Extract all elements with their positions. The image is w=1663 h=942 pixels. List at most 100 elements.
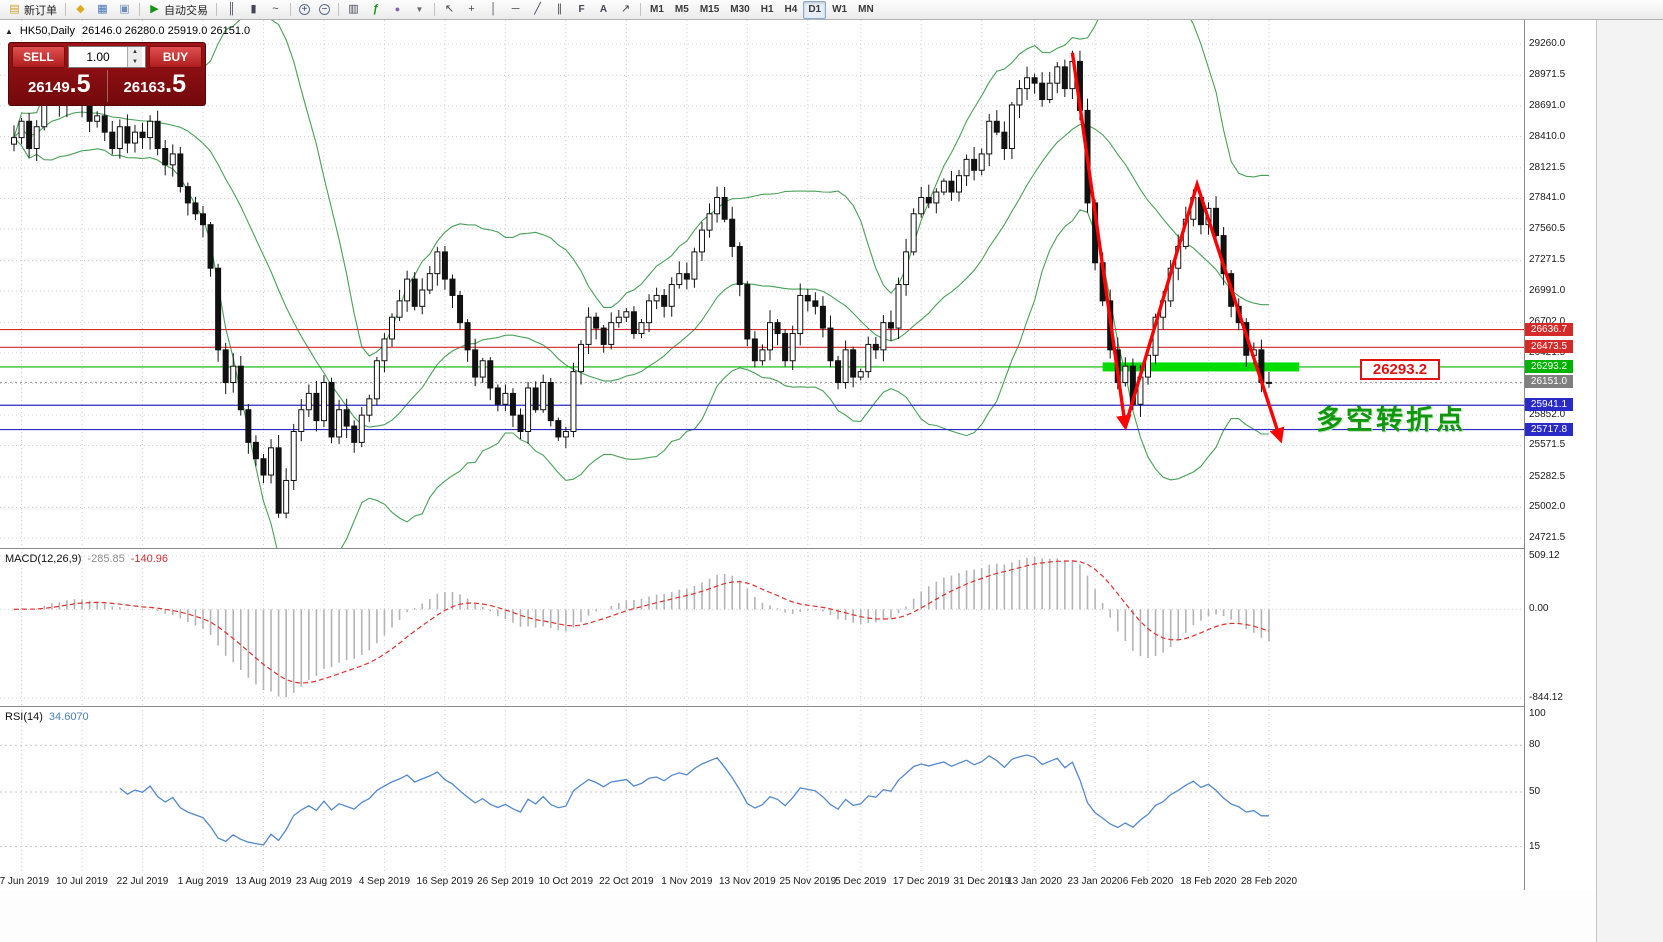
linechart-icon: ~ — [272, 3, 279, 15]
toolbar-templates-button[interactable]: ▼ — [409, 1, 430, 19]
timeframe-button-h4[interactable]: H4 — [780, 1, 803, 19]
toolbar-indicators-button[interactable]: ƒ — [365, 1, 386, 19]
macd-panel-canvas[interactable] — [0, 548, 1524, 706]
axis-tick-label: 28121.5 — [1529, 161, 1566, 173]
toolbar-text-button[interactable]: A — [593, 1, 614, 19]
date-tick-label: 22 Jul 2019 — [116, 876, 169, 887]
volume-up-button[interactable]: ▲ — [128, 47, 142, 57]
sell-button[interactable]: SELL — [12, 46, 65, 68]
candlesticks — [11, 50, 1272, 519]
toolbar-cursor-button[interactable]: ↖ — [439, 1, 460, 19]
right-empty-panel — [1596, 20, 1663, 942]
timeframe-button-w1[interactable]: W1 — [827, 1, 852, 19]
sell-price-pips: .5 — [69, 70, 91, 98]
macd-panel-separator[interactable] — [0, 548, 1596, 549]
toolbar-play-button[interactable]: ▶ 自动交易 — [144, 1, 212, 19]
price-chart-canvas[interactable] — [0, 20, 1524, 548]
volume-input[interactable] — [69, 47, 127, 67]
fibo-icon: F — [578, 4, 585, 15]
date-tick-label: 16 Sep 2019 — [416, 876, 474, 887]
toolbar-hline-button[interactable]: ─ — [505, 1, 526, 19]
profile-icon: ◆ — [76, 3, 85, 15]
date-tick-label: 13 Jan 2020 — [1007, 876, 1063, 887]
trend-arrow[interactable] — [1070, 52, 1285, 444]
arrows-icon: ↗ — [620, 3, 631, 15]
rsi-panel-canvas[interactable] — [0, 706, 1524, 873]
price-level-tag: 26151.0 — [1525, 375, 1573, 389]
timeframe-button-m5[interactable]: M5 — [670, 1, 694, 19]
toolbar-fibo-button[interactable]: F — [571, 1, 592, 19]
play-icon: ▶ — [150, 3, 159, 15]
date-tick-label: 17 Dec 2019 — [892, 876, 950, 887]
axis-tick-label: 15 — [1529, 840, 1541, 852]
toolbar-bars-button[interactable]: ║ — [221, 1, 242, 19]
bottom-empty-area — [0, 890, 1596, 942]
axis-tick-label: 80 — [1529, 739, 1541, 751]
timeframe-button-m30[interactable]: M30 — [725, 1, 754, 19]
toolbar-zoom-out-button[interactable]: − — [315, 1, 334, 19]
price-axis[interactable]: 29260.0 28971.5 28691.0 28410.0 28121.5 27841… — [1524, 20, 1596, 890]
date-tick-label: 26 Sep 2019 — [477, 876, 534, 887]
axis-tick-label: 26991.0 — [1529, 284, 1566, 296]
sell-price[interactable]: 26149.5 — [12, 70, 107, 102]
timeframe-button-mn[interactable]: MN — [853, 1, 879, 19]
chart-window[interactable]: ▲ HK50,Daily 26146.0 26280.0 25919.0 261… — [0, 20, 1596, 890]
rsi-grid — [0, 706, 1524, 873]
bollinger-bands — [13, 20, 1270, 548]
rsi-panel-separator[interactable] — [0, 706, 1596, 707]
timeframe-button-h1[interactable]: H1 — [756, 1, 779, 19]
price-annotation-tag[interactable]: 26293.2 — [1360, 359, 1440, 380]
axis-tick-label: 0.00 — [1529, 603, 1549, 615]
date-tick-label: 5 Dec 2019 — [835, 876, 887, 887]
toolbar-candles-button[interactable]: ▮ — [243, 1, 264, 19]
toolbar-separator — [216, 3, 217, 16]
toolbar-linechart-button[interactable]: ~ — [265, 1, 286, 19]
date-tick-label: 31 Dec 2019 — [953, 876, 1011, 887]
new-order-icon: ▤ — [9, 3, 20, 15]
support-highlight-bar[interactable] — [1102, 362, 1300, 372]
toolbar-button-label: M15 — [699, 4, 720, 15]
toolbar-separator — [338, 3, 339, 16]
rsi-value: 34.6070 — [48, 711, 89, 723]
date-tick-label: 6 Feb 2020 — [1122, 876, 1174, 887]
timeframe-button-m15[interactable]: M15 — [695, 1, 724, 19]
toolbar-window-button[interactable]: ▣ — [114, 1, 135, 19]
one-click-collapse-icon[interactable]: ▲ — [5, 27, 13, 36]
timeframe-button-d1[interactable]: D1 — [803, 0, 827, 19]
price-grid — [0, 20, 1524, 548]
buy-button[interactable]: BUY — [149, 46, 202, 68]
toolbar-trendline-button[interactable]: ╱ — [527, 1, 548, 19]
toolbar-new-order-button[interactable]: ▤ 新订单 — [4, 1, 61, 19]
toolbar-profile-button[interactable]: ◆ — [70, 1, 91, 19]
indicators-icon: ƒ — [372, 3, 379, 15]
main-toolbar: ▤ 新订单 ◆ ▦ ▣ ▶ 自动交易 ║ ▮ ~ + − ▥ ƒ ● ▼ ↖ + │ ─ ╱ ∥ F A ↗ M1 M5 M15 M30… — [0, 0, 1663, 20]
rsi-line — [119, 754, 1269, 846]
axis-tick-label: 28410.0 — [1529, 130, 1566, 142]
axis-tick-label: 27560.5 — [1529, 222, 1566, 234]
toolbar-channel-button[interactable]: ∥ — [549, 1, 570, 19]
buy-price[interactable]: 26163.5 — [106, 70, 203, 102]
toolbar-button-label: 新订单 — [24, 4, 57, 17]
volume-field: ▲ ▼ — [68, 46, 146, 68]
toolbar-zoom-in-button[interactable]: + — [295, 1, 314, 19]
volume-down-button[interactable]: ▼ — [128, 57, 142, 67]
toolbar-button-label: W1 — [832, 4, 848, 15]
axis-tick-label: 100 — [1529, 708, 1546, 719]
date-tick-label: 1 Aug 2019 — [177, 876, 229, 887]
date-tick-label: 22 Oct 2019 — [599, 876, 654, 887]
templates-icon: ▼ — [415, 5, 424, 14]
toolbar-cycles-button[interactable]: ● — [387, 1, 408, 19]
axis-tick-label: 28691.0 — [1529, 99, 1566, 111]
rsi-name: RSI(14) — [5, 711, 43, 723]
price-level-tag: 26293.2 — [1525, 359, 1573, 373]
toolbar-vline-button[interactable]: │ — [483, 1, 504, 19]
toolbar-charts-button[interactable]: ▦ — [92, 1, 113, 19]
timeframe-button-m1[interactable]: M1 — [645, 1, 669, 19]
toolbar-tile-button[interactable]: ▥ — [343, 1, 364, 19]
date-axis[interactable]: 27 Jun 2019 10 Jul 2019 22 Jul 2019 1 Aug 2… — [0, 873, 1524, 890]
toolbar-arrows-button[interactable]: ↗ — [615, 1, 636, 19]
price-level-tag: 25941.1 — [1525, 398, 1573, 412]
toolbar-crosshair-button[interactable]: + — [461, 1, 482, 19]
turning-point-note[interactable]: 多空转折点 — [1316, 405, 1466, 435]
date-tick-label: 13 Nov 2019 — [718, 876, 776, 887]
